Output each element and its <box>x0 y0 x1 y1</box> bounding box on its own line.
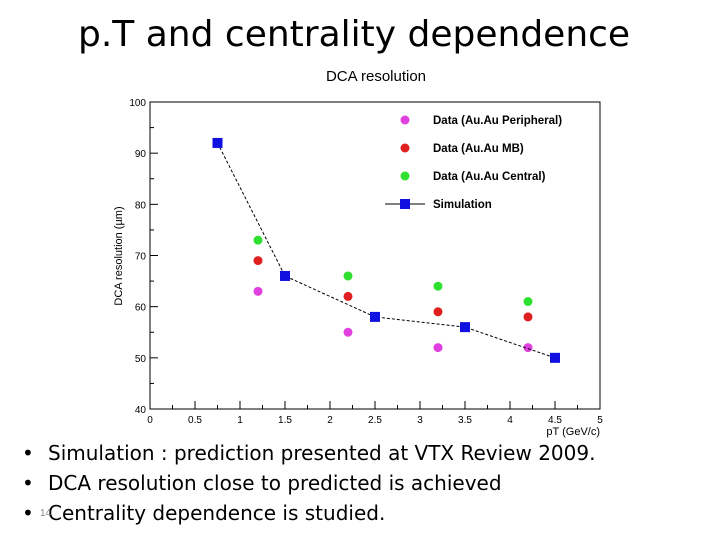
data-point <box>253 286 263 296</box>
data-point <box>343 327 353 337</box>
x-axis-ticks: 0 0.5 1 1.5 2 2.5 3 3.5 4 4.5 5 <box>147 401 603 426</box>
y-tick-label: 80 <box>135 200 147 211</box>
data-point <box>253 235 263 245</box>
simulation-line <box>217 142 556 359</box>
legend-marker <box>400 199 410 209</box>
data-point <box>343 291 353 301</box>
legend-label: Data (Au.Au MB) <box>433 143 524 155</box>
data-point <box>433 307 443 317</box>
y-tick-label: 40 <box>135 405 147 416</box>
bullet-dot: • <box>22 441 34 465</box>
data-point <box>280 270 290 281</box>
legend-label: Data (Au.Au Peripheral) <box>433 115 562 127</box>
legend: Data (Au.Au Peripheral) Data (Au.Au MB) Da… <box>385 115 562 211</box>
x-tick-label: 2 <box>327 415 333 426</box>
data-point <box>523 297 533 307</box>
x-tick-label: 1.5 <box>278 415 292 426</box>
data-point <box>523 312 533 322</box>
data-point <box>343 271 353 281</box>
dca-resolution-chart: DCA resolution 0 0.5 1 1.5 2 2.5 3 3.5 4 4.5 5 40 5… <box>113 68 603 438</box>
y-tick-label: 60 <box>135 303 147 314</box>
data-point <box>433 281 443 291</box>
legend-marker <box>400 171 410 181</box>
x-tick-label: 1 <box>237 415 243 426</box>
x-tick-label: 4.5 <box>548 415 562 426</box>
x-tick-label: 0.5 <box>188 415 202 426</box>
x-tick-label: 3.5 <box>458 415 472 426</box>
data-point <box>550 352 560 363</box>
bullet-text: DCA resolution close to predicted is ach… <box>48 471 502 495</box>
data-point <box>433 343 443 353</box>
data-series <box>212 137 560 363</box>
legend-marker <box>400 115 410 125</box>
y-axis-ticks: 40 50 60 70 80 90 100 <box>129 98 158 416</box>
x-tick-label: 5 <box>597 415 603 426</box>
legend-label: Data (Au.Au Central) <box>433 171 546 183</box>
x-axis-label: pT (GeV/c) <box>546 426 600 438</box>
bullet-list: • Simulation : prediction presented at VT… <box>22 438 712 528</box>
bullet-text: Centrality dependence is studied. <box>48 501 386 525</box>
legend-marker <box>400 143 410 153</box>
bullet-dot: • <box>22 501 34 525</box>
bullet-item: • Centrality dependence is studied. <box>22 498 712 528</box>
slide-title: p.T and centrality dependence <box>78 14 631 55</box>
y-tick-label: 100 <box>129 98 146 109</box>
x-tick-label: 0 <box>147 415 153 426</box>
legend-label: Simulation <box>433 199 492 211</box>
chart-title: DCA resolution <box>326 68 426 85</box>
bullet-dot: • <box>22 471 34 495</box>
x-tick-label: 2.5 <box>368 415 382 426</box>
data-point <box>212 137 223 148</box>
y-tick-label: 70 <box>135 252 147 263</box>
x-tick-label: 3 <box>417 415 423 426</box>
y-tick-label: 90 <box>135 149 147 160</box>
y-tick-label: 50 <box>135 354 147 365</box>
bullet-text: Simulation : prediction presented at VTX… <box>48 441 596 465</box>
y-axis-label: DCA resolution (µm) <box>113 206 125 305</box>
data-point <box>460 322 470 333</box>
x-tick-label: 4 <box>507 415 513 426</box>
data-point <box>370 311 380 322</box>
plot-frame <box>149 101 601 410</box>
slide-number: 14 <box>40 508 52 519</box>
bullet-item: • DCA resolution close to predicted is ac… <box>22 468 712 498</box>
bullet-item: • Simulation : prediction presented at VT… <box>22 438 712 468</box>
data-point <box>253 256 263 266</box>
